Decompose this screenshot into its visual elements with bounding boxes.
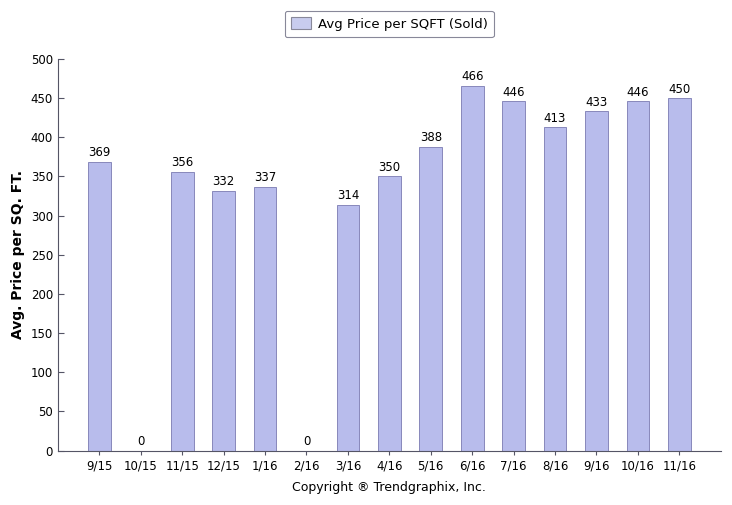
Text: 433: 433: [586, 96, 608, 109]
Bar: [88, 162, 111, 450]
Text: 446: 446: [627, 86, 649, 99]
Bar: [585, 112, 608, 450]
Text: 450: 450: [668, 83, 690, 96]
Bar: [544, 127, 567, 450]
Bar: [378, 176, 400, 450]
Text: 0: 0: [137, 435, 144, 448]
Bar: [461, 85, 484, 450]
Text: 369: 369: [88, 146, 111, 159]
Bar: [337, 205, 359, 450]
X-axis label: Copyright ® Trendgraphix, Inc.: Copyright ® Trendgraphix, Inc.: [292, 481, 486, 494]
Bar: [419, 146, 442, 450]
Text: 0: 0: [303, 435, 310, 448]
Bar: [502, 101, 525, 450]
Text: 337: 337: [254, 171, 276, 184]
Bar: [212, 190, 235, 450]
Text: 356: 356: [171, 157, 193, 169]
Text: 314: 314: [337, 189, 359, 203]
Bar: [627, 101, 649, 450]
Legend: Avg Price per SQFT (Sold): Avg Price per SQFT (Sold): [285, 11, 494, 37]
Bar: [668, 98, 691, 450]
Y-axis label: Avg. Price per SQ. FT.: Avg. Price per SQ. FT.: [11, 170, 25, 339]
Text: 388: 388: [419, 131, 442, 144]
Text: 466: 466: [461, 70, 483, 83]
Text: 446: 446: [502, 86, 525, 99]
Bar: [171, 172, 193, 450]
Text: 350: 350: [378, 161, 400, 174]
Bar: [254, 187, 277, 450]
Text: 332: 332: [212, 175, 235, 188]
Text: 413: 413: [544, 112, 567, 125]
